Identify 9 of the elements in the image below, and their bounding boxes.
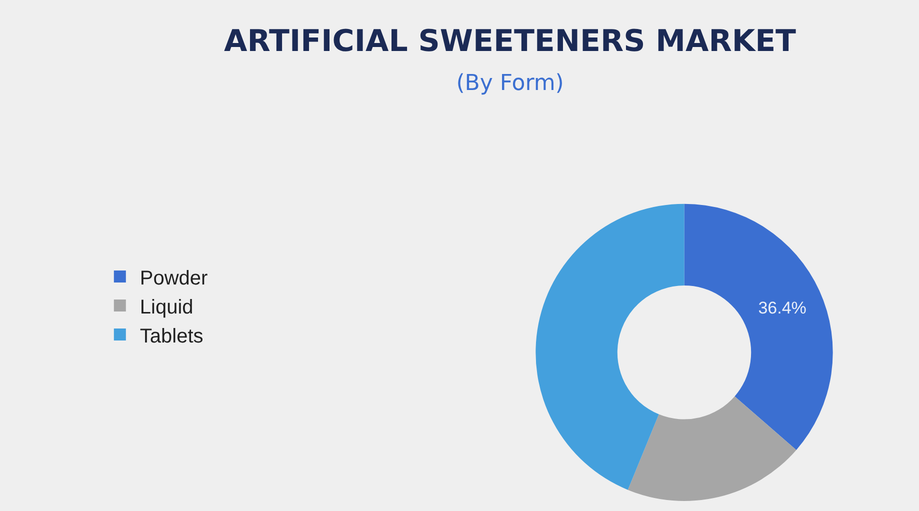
data-label: 36.4% xyxy=(758,298,806,318)
donut-slice xyxy=(628,396,796,501)
donut-slice xyxy=(536,204,684,490)
legend-label: Liquid xyxy=(140,296,194,318)
donut-slice xyxy=(684,204,833,450)
legend-label: Tablets xyxy=(140,325,204,348)
chart-title: ARTIFICIAL SWEETENERS MARKET xyxy=(224,24,797,60)
legend-label: Powder xyxy=(140,267,208,290)
chart-subtitle: (By Form) xyxy=(456,71,564,96)
